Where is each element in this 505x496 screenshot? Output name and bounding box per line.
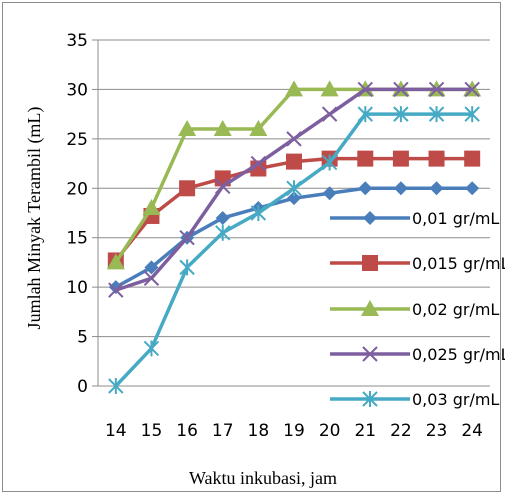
y-tick-label: 5 (77, 328, 88, 348)
legend-marker (362, 391, 378, 407)
data-point (215, 210, 230, 225)
data-point (357, 81, 373, 98)
legend-item: 0,015 gr/mL (330, 254, 505, 273)
data-point (285, 80, 303, 97)
chart-frame (2, 2, 501, 492)
y-tick-label: 15 (66, 229, 88, 249)
series-5 (108, 106, 480, 394)
data-point (179, 180, 196, 197)
data-point (464, 81, 480, 98)
legend-item: 0,02 gr/mL (330, 300, 499, 319)
data-point (287, 191, 301, 206)
x-axis-label: Waktu inkubasi, jam (189, 468, 337, 488)
data-point (321, 106, 338, 122)
y-tick-label: 10 (66, 278, 88, 298)
legend-item: 0,03 gr/mL (330, 390, 499, 409)
y-axis-label: Jumlah Minyak Terambil (mL) (24, 107, 45, 330)
y-tick-labels: 0 5 10 15 20 25 30 35 (66, 31, 88, 397)
x-tick-label: 20 (319, 421, 341, 441)
data-point (358, 181, 373, 196)
series-group (106, 80, 482, 394)
x-tick-label: 18 (248, 421, 270, 441)
legend-item: 0,01 gr/mL (330, 209, 499, 228)
data-point (143, 340, 160, 357)
data-point (213, 119, 232, 136)
legend-label: 0,01 gr/mL (412, 209, 499, 228)
series-1 (108, 181, 480, 295)
data-point (142, 199, 161, 216)
data-point (215, 224, 231, 241)
x-tick-label: 15 (141, 421, 163, 441)
data-point (357, 150, 374, 167)
data-point (215, 178, 231, 195)
data-point (428, 150, 445, 167)
y-tick-label: 30 (66, 80, 88, 100)
x-tick-label: 21 (354, 421, 376, 441)
data-point (321, 154, 338, 171)
legend-label: 0,025 gr/mL (412, 345, 505, 364)
data-point (429, 181, 444, 196)
legend-label: 0,02 gr/mL (412, 300, 499, 319)
data-point (250, 205, 267, 221)
legend-marker (362, 255, 378, 271)
data-point (464, 106, 480, 123)
data-point (106, 253, 125, 270)
data-point (108, 378, 124, 394)
x-tick-label: 16 (176, 421, 198, 441)
legend-marker (363, 211, 377, 225)
series-4 (108, 81, 480, 298)
axes (97, 40, 490, 387)
data-point (286, 153, 302, 170)
series-3 (106, 80, 482, 270)
y-tick-label: 0 (77, 377, 88, 397)
data-point (357, 106, 373, 123)
x-tick-label: 17 (212, 421, 234, 441)
y-tick-label: 35 (66, 31, 88, 51)
data-point (249, 119, 268, 136)
data-point (320, 80, 339, 97)
data-point (179, 259, 195, 276)
data-point (250, 155, 267, 172)
data-point (286, 131, 302, 147)
data-point (392, 150, 409, 167)
data-point (465, 181, 480, 196)
y-tick-label: 20 (66, 179, 88, 199)
x-tick-label: 23 (426, 421, 448, 441)
legend: 0,01 gr/mL 0,015 gr/mL 0,02 gr/mL 0,025 gr/… (330, 209, 505, 409)
legend-marker (362, 346, 378, 362)
legend-label: 0,03 gr/mL (412, 390, 499, 409)
x-tick-label: 22 (390, 421, 412, 441)
data-point (144, 260, 159, 275)
data-point (286, 180, 302, 197)
legend-label: 0,015 gr/mL (412, 254, 505, 273)
x-tick-label: 19 (283, 421, 305, 441)
data-point (428, 106, 445, 123)
x-tick-label: 14 (105, 421, 127, 441)
data-point (178, 119, 197, 136)
legend-item: 0,025 gr/mL (330, 345, 505, 364)
data-point (393, 181, 408, 196)
data-point (179, 230, 195, 246)
data-point (393, 106, 409, 123)
y-tick-label: 25 (66, 130, 88, 150)
x-tick-labels: 14 15 16 17 18 19 20 21 22 23 24 (105, 421, 483, 441)
data-point (322, 186, 337, 201)
data-point (108, 282, 124, 298)
data-point (428, 81, 445, 98)
x-tick-label: 24 (461, 421, 483, 441)
legend-marker (361, 300, 379, 316)
data-point (464, 150, 481, 167)
data-point (143, 270, 160, 286)
data-point (393, 81, 409, 98)
